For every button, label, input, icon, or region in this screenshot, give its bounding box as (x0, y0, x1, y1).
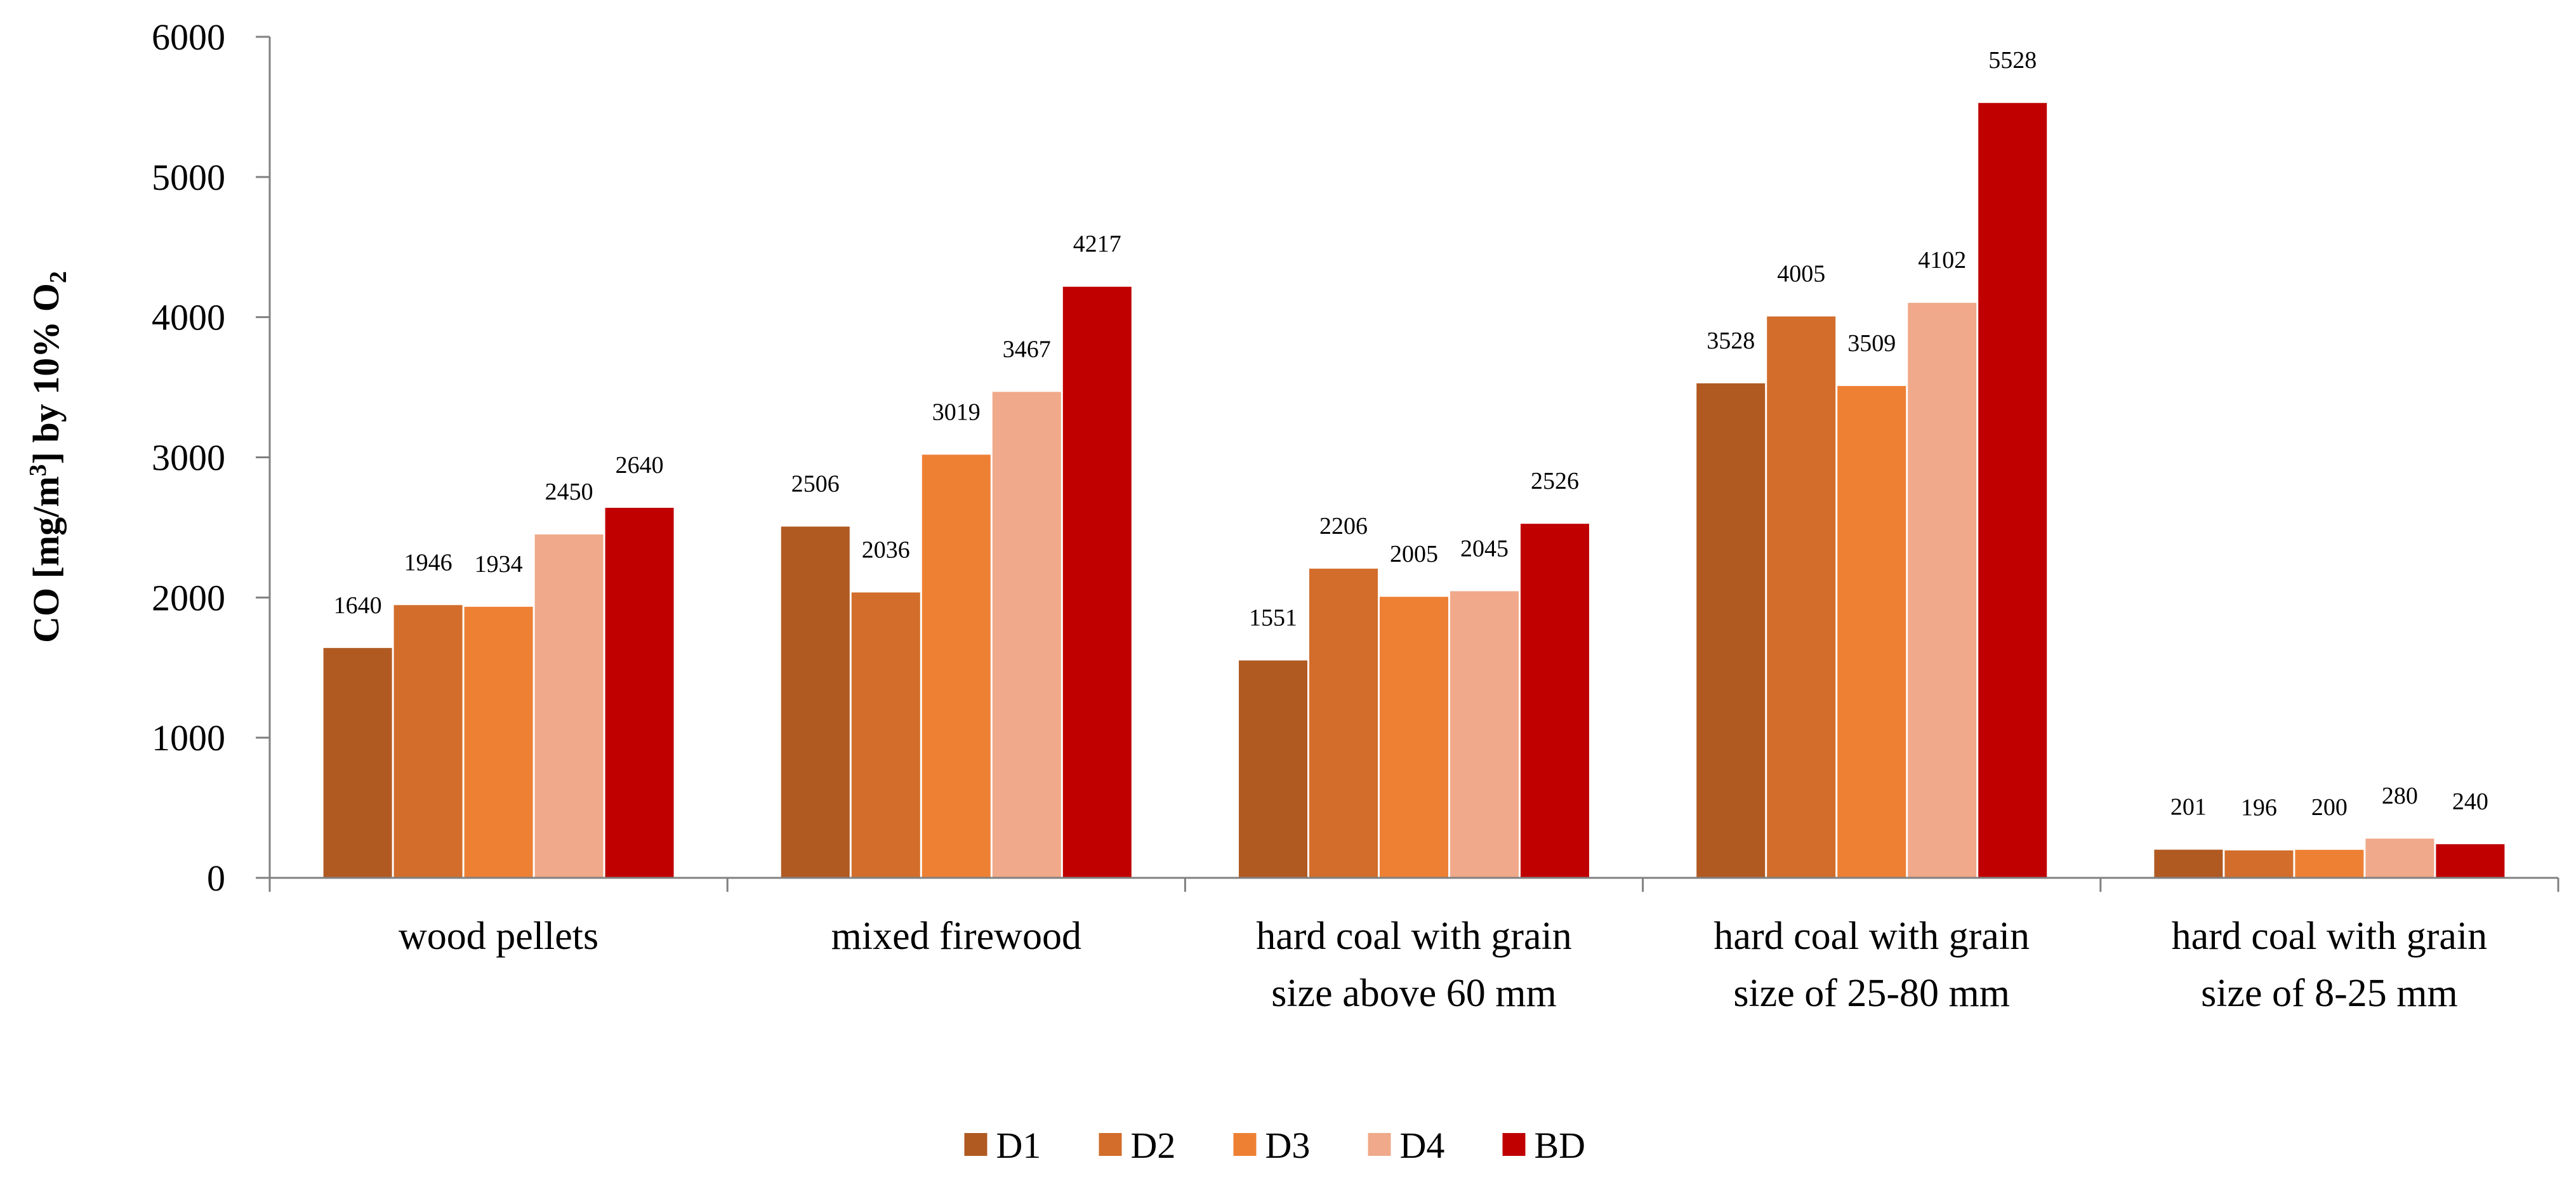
bar-d4 (1450, 591, 1519, 878)
legend-label: D2 (1131, 1125, 1176, 1166)
y-axis-title: CO [mg/m3] by 10% O2 (25, 271, 72, 643)
data-label: 2045 (1460, 535, 1509, 562)
legend-swatch (1368, 1133, 1391, 1156)
legend-swatch (1502, 1133, 1526, 1156)
bar-d4 (2365, 839, 2434, 878)
data-label: 3509 (1847, 330, 1896, 357)
bar-d3 (1380, 597, 1448, 878)
axes (256, 37, 2559, 892)
x-category-label: hard coal with grain size above 60 mm (1256, 915, 1572, 1015)
legend-item-d1: D1 (964, 1125, 1041, 1166)
data-label: 2526 (1531, 468, 1579, 494)
bar-d4 (992, 392, 1061, 878)
y-tick-label: 1000 (152, 717, 225, 759)
legend-swatch (1233, 1133, 1257, 1156)
y-tick-label: 0 (207, 858, 225, 899)
data-label: 201 (2170, 794, 2207, 821)
data-label: 5528 (1988, 47, 2037, 74)
bar-d2 (1767, 316, 1836, 878)
data-labels: 1640 1946 1934 2450 2640 2506 2036 3019 3467 4217… (334, 47, 2488, 821)
x-category-label: mixed firewood (831, 915, 1081, 958)
data-label: 3467 (1003, 336, 1051, 362)
data-label: 2640 (616, 452, 664, 479)
bars (323, 103, 2505, 878)
legend-item-d4: D4 (1368, 1125, 1445, 1166)
bar-d2 (393, 605, 463, 878)
svg-text:CO [mg/m3] by 10% O2: CO [mg/m3] by 10% O2 (25, 271, 72, 643)
data-label: 2506 (791, 471, 840, 498)
legend-label: D1 (996, 1125, 1041, 1166)
data-label: 1946 (404, 549, 452, 576)
bar-d3 (1837, 386, 1906, 878)
bar-bd (2436, 844, 2505, 878)
y-tick-label: 3000 (152, 437, 225, 479)
bar-d3 (921, 454, 991, 878)
legend-label: D3 (1265, 1125, 1311, 1166)
bar-d1 (1696, 383, 1766, 878)
x-category-label: hard coal with grain size of 25-80 mm (1714, 915, 2030, 1015)
bar-bd (1978, 103, 2047, 878)
bar-d4 (1908, 303, 1977, 878)
y-axis-ticks: 0 1000 2000 3000 4000 5000 6000 (152, 17, 270, 899)
legend-swatch (1099, 1133, 1122, 1156)
data-label: 4102 (1918, 247, 1966, 274)
bar-d1 (323, 647, 392, 878)
y-title-prefix: CO [mg/m (25, 476, 67, 643)
legend-item-d3: D3 (1233, 1125, 1311, 1166)
data-label: 3019 (932, 399, 981, 425)
bar-bd (1521, 524, 1589, 878)
y-tick-label: 6000 (152, 17, 225, 58)
data-label: 200 (2311, 794, 2348, 821)
y-title-sub: 2 (45, 271, 72, 283)
bar-d3 (464, 606, 533, 878)
bar-bd (605, 508, 674, 878)
data-label: 1551 (1249, 604, 1297, 631)
data-label: 2036 (862, 536, 910, 563)
bar-d3 (2295, 849, 2364, 878)
bar-bd (1062, 286, 1132, 878)
data-label: 4005 (1777, 261, 1825, 288)
data-label: 4217 (1073, 231, 1121, 258)
bar-d2 (2224, 850, 2294, 878)
data-label: 196 (2241, 795, 2277, 821)
x-category-label: hard coal with grain size of 8-25 mm (2172, 915, 2488, 1015)
data-label: 280 (2382, 783, 2418, 809)
legend-label: D4 (1400, 1125, 1445, 1166)
bar-d1 (2154, 849, 2223, 878)
data-label: 2005 (1390, 541, 1438, 567)
legend-label: BD (1535, 1125, 1586, 1166)
bar-d2 (1309, 568, 1378, 878)
data-label: 3528 (1707, 328, 1755, 354)
y-title-middle: ] by 10% O (25, 283, 67, 464)
legend-item-bd: BD (1502, 1125, 1586, 1166)
legend: D1 D2 D3 D4 BD (964, 1125, 1586, 1166)
data-label: 2450 (545, 479, 593, 505)
bar-d2 (851, 592, 920, 878)
y-tick-label: 5000 (152, 157, 225, 198)
bar-d4 (534, 534, 604, 878)
bar-d1 (781, 526, 850, 878)
data-label: 2206 (1319, 513, 1368, 540)
data-label: 1640 (334, 592, 382, 619)
data-label: 240 (2452, 788, 2488, 815)
x-axis-category-labels: wood pellets mixed firewood hard coal with… (399, 915, 2487, 1015)
x-category-label: wood pellets (399, 915, 598, 958)
legend-item-d2: D2 (1099, 1125, 1176, 1166)
y-title-sup: 3 (25, 464, 51, 476)
y-tick-label: 2000 (152, 577, 225, 618)
y-tick-label: 4000 (152, 297, 225, 338)
legend-swatch (964, 1133, 987, 1156)
data-label: 1934 (475, 551, 523, 578)
bar-d1 (1239, 660, 1307, 878)
